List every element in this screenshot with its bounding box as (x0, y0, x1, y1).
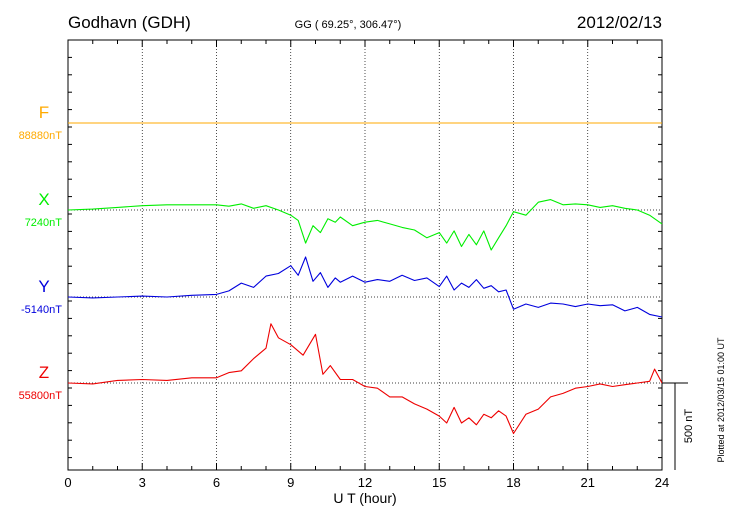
series-line-y (67, 256, 663, 318)
series-name-y: Y (38, 277, 49, 296)
x-tick-label: 24 (655, 475, 669, 490)
x-tick-label: 6 (213, 475, 220, 490)
x-tick-labels: 0 3 6 9 12 15 18 21 24 (64, 475, 669, 490)
x-tick-label: 9 (287, 475, 294, 490)
series-baseline-y: -5140nT (21, 304, 62, 316)
x-tick-label: 0 (64, 475, 71, 490)
station-coordinates: GG ( 69.25°, 306.47°) (295, 19, 402, 31)
x-tick-label: 15 (432, 475, 446, 490)
date-label: 2012/02/13 (577, 13, 662, 32)
series-name-x: X (38, 190, 49, 209)
x-tick-label: 12 (358, 475, 372, 490)
series-line-z (67, 323, 663, 435)
series-line-x (67, 199, 663, 251)
scale-bar: 500 nT (662, 382, 695, 470)
series-name-z: Z (39, 363, 49, 382)
x-tick-label: 18 (506, 475, 520, 490)
series-labels: F 88880nT X 7240nT Y -5140nT Z 55800nT (19, 103, 63, 402)
x-axis-label: U T (hour) (333, 490, 396, 506)
series-baseline-x: 7240nT (25, 217, 63, 229)
scale-bar-label: 500 nT (683, 409, 695, 444)
plot-frame (67, 39, 663, 471)
series-lines (67, 122, 663, 435)
series-name-f: F (39, 103, 49, 122)
axis-ticks (67, 40, 663, 470)
x-tick-label: 3 (139, 475, 146, 490)
x-tick-label: 21 (581, 475, 595, 490)
series-baseline-f: 88880nT (19, 130, 63, 142)
plotted-timestamp: Plotted at 2012/03/15 01:00 UT (716, 337, 726, 463)
series-baseline-z: 55800nT (19, 390, 63, 402)
gridlines (141, 40, 589, 470)
station-title: Godhavn (GDH) (68, 13, 191, 32)
